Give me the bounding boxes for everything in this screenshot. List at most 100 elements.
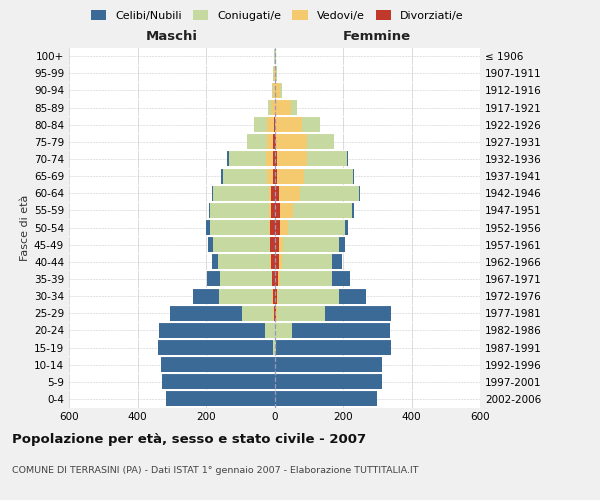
Bar (283, 237, 339, 252)
Bar (227, 152, 229, 166)
Bar (208, 237, 213, 252)
Bar (280, 272, 332, 286)
Bar (307, 152, 347, 166)
Bar (271, 203, 275, 218)
Bar (287, 220, 345, 235)
Bar (275, 323, 292, 338)
Bar (273, 288, 275, 304)
Bar (269, 203, 271, 218)
Bar (347, 152, 349, 166)
Bar (275, 152, 277, 166)
Bar (325, 306, 391, 321)
Bar (208, 272, 220, 286)
Bar (158, 340, 273, 355)
Bar (275, 254, 278, 270)
Bar (281, 254, 332, 270)
Y-axis label: Fasce di età: Fasce di età (20, 194, 30, 260)
Bar (275, 83, 280, 98)
Bar (279, 237, 283, 252)
Bar (275, 168, 277, 184)
Bar (220, 272, 272, 286)
Text: COMUNE DI TERRASINI (PA) - Dati ISTAT 1° gennaio 2007 - Elaborazione TUTTITALIA.: COMUNE DI TERRASINI (PA) - Dati ISTAT 1°… (12, 466, 419, 475)
Bar (276, 66, 277, 81)
Bar (352, 203, 353, 218)
Bar (218, 254, 271, 270)
Bar (339, 288, 365, 304)
Bar (272, 288, 273, 304)
Bar (268, 100, 271, 115)
Bar (275, 392, 377, 406)
Bar (291, 100, 297, 115)
Bar (267, 117, 274, 132)
Bar (275, 288, 277, 304)
Bar (273, 152, 275, 166)
Bar (271, 186, 275, 201)
Bar (279, 186, 300, 201)
Bar (269, 220, 270, 235)
Bar (345, 220, 349, 235)
Bar (160, 323, 265, 338)
Bar (275, 203, 280, 218)
Bar (271, 100, 275, 115)
Bar (277, 152, 307, 166)
Text: Maschi: Maschi (146, 30, 198, 43)
Bar (212, 254, 218, 270)
Bar (275, 237, 279, 252)
Bar (278, 272, 280, 286)
Bar (162, 374, 275, 390)
Bar (275, 374, 382, 390)
Bar (242, 306, 273, 321)
Bar (302, 117, 320, 132)
Bar (276, 134, 307, 150)
Bar (254, 117, 267, 132)
Bar (275, 220, 280, 235)
Bar (300, 186, 359, 201)
Bar (278, 288, 339, 304)
Bar (266, 152, 273, 166)
Bar (353, 168, 354, 184)
Bar (275, 66, 276, 81)
Bar (212, 186, 213, 201)
Bar (274, 306, 275, 321)
Bar (275, 134, 276, 150)
Bar (277, 168, 304, 184)
Bar (339, 237, 345, 252)
Bar (210, 220, 269, 235)
Bar (273, 168, 275, 184)
Bar (275, 272, 278, 286)
Bar (304, 168, 353, 184)
Bar (275, 357, 382, 372)
Bar (213, 186, 269, 201)
Bar (274, 117, 275, 132)
Bar (275, 186, 279, 201)
Bar (268, 134, 274, 150)
Bar (271, 237, 275, 252)
Bar (229, 152, 266, 166)
Bar (278, 254, 281, 270)
Bar (193, 288, 220, 304)
Bar (213, 237, 270, 252)
Bar (280, 203, 293, 218)
Bar (270, 220, 275, 235)
Text: Femmine: Femmine (343, 30, 412, 43)
Bar (274, 83, 275, 98)
Bar (271, 254, 275, 270)
Bar (277, 306, 325, 321)
Bar (332, 272, 350, 286)
Text: Popolazione per età, sesso e stato civile - 2007: Popolazione per età, sesso e stato civil… (12, 432, 366, 446)
Bar (270, 237, 271, 252)
Bar (277, 288, 278, 304)
Bar (293, 203, 352, 218)
Bar (359, 186, 361, 201)
Bar (247, 134, 268, 150)
Bar (221, 168, 223, 184)
Legend: Celibi/Nubili, Coniugati/e, Vedovi/e, Divorziati/e: Celibi/Nubili, Coniugati/e, Vedovi/e, Di… (86, 6, 468, 25)
Bar (275, 117, 302, 132)
Bar (332, 254, 342, 270)
Bar (170, 306, 242, 321)
Bar (307, 134, 334, 150)
Bar (161, 357, 275, 372)
Bar (269, 186, 271, 201)
Bar (274, 48, 275, 64)
Bar (275, 100, 291, 115)
